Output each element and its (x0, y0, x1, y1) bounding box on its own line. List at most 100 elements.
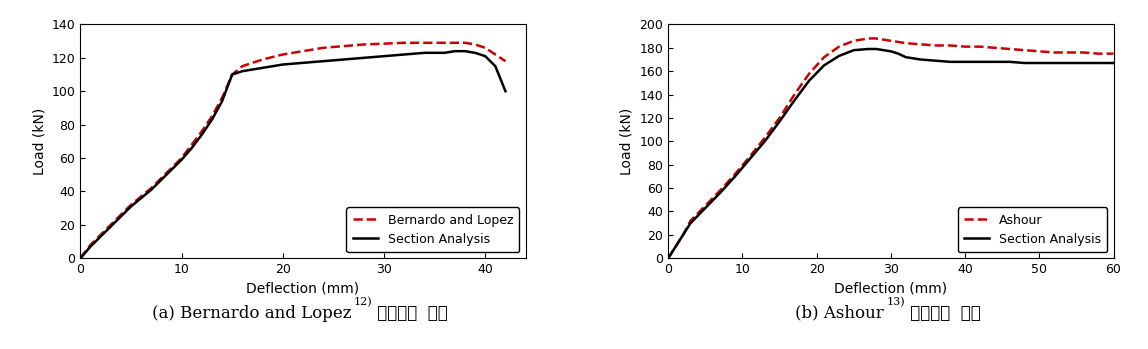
Section Analysis (276, 62, 289, 67)
Bernardo and Lopez (357, 42, 371, 46)
Ashour (773, 116, 786, 120)
Section Analysis (498, 89, 512, 93)
Ashour (1047, 50, 1061, 54)
Text: (a) Bernardo and Lopez: (a) Bernardo and Lopez (152, 305, 351, 321)
Section Analysis (124, 205, 138, 209)
Y-axis label: Load (kN): Load (kN) (32, 108, 46, 175)
Section Analysis (959, 60, 972, 64)
Section Analysis (773, 119, 786, 124)
Section Analysis (397, 52, 411, 57)
Section Analysis (669, 244, 683, 248)
Ashour (959, 45, 972, 49)
Bernardo and Lopez (437, 41, 451, 45)
Section Analysis (235, 69, 249, 73)
Section Analysis (1092, 61, 1106, 65)
Bernardo and Lopez (479, 46, 492, 50)
Ashour (743, 155, 757, 159)
Section Analysis (899, 55, 913, 59)
Ashour (1092, 52, 1106, 56)
Section Analysis (758, 139, 771, 143)
Section Analysis (357, 56, 371, 60)
Section Analysis (832, 54, 846, 58)
Text: 12): 12) (354, 297, 372, 307)
Section Analysis (73, 256, 87, 260)
Ashour (683, 219, 697, 223)
Ashour (669, 244, 683, 248)
Legend: Ashour, Section Analysis: Ashour, Section Analysis (957, 207, 1108, 252)
Section Analysis (802, 79, 816, 83)
Section Analysis (788, 98, 801, 103)
Section Analysis (155, 178, 169, 182)
Section Analysis (1107, 61, 1120, 65)
Bernardo and Lopez (397, 41, 411, 45)
Section Analysis (418, 51, 432, 55)
Bernardo and Lopez (458, 41, 472, 45)
Section Analysis (1077, 61, 1091, 65)
Section Analysis (817, 63, 831, 67)
Section Analysis (884, 49, 898, 53)
Ashour (914, 42, 928, 46)
Ashour (713, 188, 727, 193)
Section Analysis (185, 146, 199, 150)
Ashour (944, 43, 957, 47)
Section Analysis (891, 52, 905, 56)
Text: 13): 13) (886, 297, 905, 307)
Section Analysis (488, 64, 502, 68)
Text: 결과값과  비교: 결과값과 비교 (905, 304, 980, 321)
Bernardo and Lopez (215, 96, 228, 100)
Line: Ashour: Ashour (668, 38, 1114, 258)
Section Analysis (458, 49, 472, 53)
Bernardo and Lopez (336, 44, 350, 48)
Section Analysis (336, 58, 350, 62)
Section Analysis (377, 54, 390, 58)
Section Analysis (847, 48, 861, 52)
Section Analysis (94, 235, 108, 239)
Ashour (869, 36, 883, 40)
X-axis label: Deflection (mm): Deflection (mm) (835, 282, 947, 296)
Section Analysis (215, 99, 228, 103)
Ashour (832, 45, 846, 49)
Bernardo and Lopez (377, 42, 390, 46)
Ashour (974, 45, 987, 49)
Y-axis label: Load (kN): Load (kN) (620, 108, 634, 175)
Section Analysis (317, 59, 331, 63)
Section Analysis (929, 59, 943, 63)
Bernardo and Lopez (276, 52, 289, 57)
Section Analysis (479, 54, 492, 58)
Ashour (929, 43, 943, 47)
Bernardo and Lopez (256, 58, 270, 62)
Section Analysis (1062, 61, 1076, 65)
Bernardo and Lopez (235, 64, 249, 68)
Section Analysis (84, 244, 98, 248)
Bernardo and Lopez (498, 59, 512, 63)
Bernardo and Lopez (124, 203, 138, 207)
Bernardo and Lopez (155, 176, 169, 180)
Ashour (988, 46, 1002, 50)
Text: (b) Ashour: (b) Ashour (794, 305, 884, 321)
Line: Bernardo and Lopez: Bernardo and Lopez (80, 43, 505, 258)
Ashour (877, 38, 891, 42)
Section Analysis (944, 60, 957, 64)
Bernardo and Lopez (317, 46, 331, 50)
Bernardo and Lopez (73, 256, 87, 260)
Section Analysis (296, 61, 310, 65)
Ashour (728, 172, 742, 176)
Section Analysis (256, 66, 270, 70)
Section Analysis (225, 73, 239, 77)
Legend: Bernardo and Lopez, Section Analysis: Bernardo and Lopez, Section Analysis (347, 207, 519, 252)
Section Analysis (1017, 61, 1031, 65)
Section Analysis (145, 188, 158, 192)
Bernardo and Lopez (164, 166, 178, 170)
Section Analysis (988, 60, 1002, 64)
Bernardo and Lopez (225, 73, 239, 77)
Section Analysis (437, 51, 451, 55)
Bernardo and Lopez (94, 233, 108, 237)
X-axis label: Deflection (mm): Deflection (mm) (247, 282, 359, 296)
Bernardo and Lopez (174, 156, 188, 160)
Section Analysis (1047, 61, 1061, 65)
Ashour (862, 36, 876, 40)
Section Analysis (134, 196, 148, 200)
Section Analysis (205, 118, 219, 122)
Section Analysis (661, 256, 675, 260)
Section Analysis (877, 48, 891, 52)
